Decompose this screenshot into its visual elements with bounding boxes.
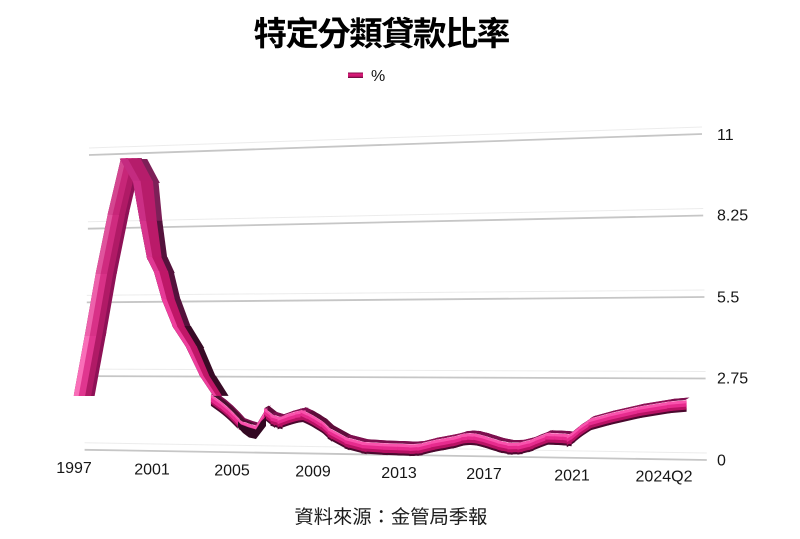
svg-text:2013: 2013 <box>381 465 417 482</box>
svg-text:8.25: 8.25 <box>717 207 748 224</box>
svg-text:2005: 2005 <box>214 463 250 480</box>
svg-text:2017: 2017 <box>466 466 502 483</box>
svg-text:2024Q2: 2024Q2 <box>636 469 693 486</box>
svg-text:5.5: 5.5 <box>717 289 739 306</box>
svg-text:2021: 2021 <box>554 467 590 484</box>
svg-text:%: % <box>371 68 385 85</box>
svg-text:2001: 2001 <box>134 461 170 478</box>
svg-text:2009: 2009 <box>295 464 331 481</box>
svg-text:0: 0 <box>717 453 726 470</box>
svg-text:11: 11 <box>717 127 734 144</box>
svg-text:2.75: 2.75 <box>717 371 748 388</box>
svg-text:1997: 1997 <box>56 460 92 477</box>
